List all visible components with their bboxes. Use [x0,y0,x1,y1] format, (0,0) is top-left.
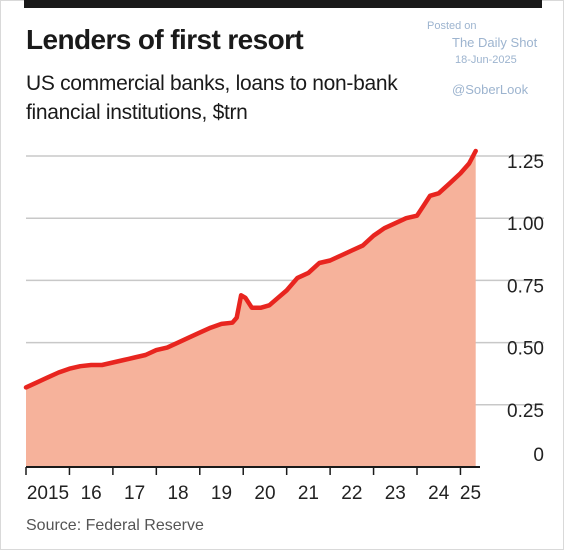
watermark-posted: Posted on [427,20,477,32]
x-tick-label: 23 [385,483,406,504]
x-tick-label: 22 [341,483,362,504]
x-tick-label: 19 [211,483,232,504]
x-tick-label: 16 [81,483,102,504]
y-tick-label: 0.25 [507,401,544,422]
x-tick-label: 18 [167,483,188,504]
watermark-site: The Daily Shot [452,35,538,50]
series-line [23,148,478,390]
y-tick-label: 0 [533,445,544,466]
x-tick-label: 24 [428,483,450,504]
top-rule [24,0,542,8]
source-note: Source: Federal Reserve [26,517,204,534]
x-tick-label: 2015 [27,483,69,504]
x-tick-label: 25 [460,483,481,504]
x-tick-label: 21 [298,483,319,504]
y-tick-label: 0.50 [507,339,544,360]
chart-subtitle: US commercial banks, loans to non-bank f… [26,72,398,124]
watermark-date: 18-Jun-2025 [455,54,517,66]
x-tick-label: 17 [124,483,145,504]
watermark-handle: @SoberLook [452,82,529,97]
y-tick-label: 1.25 [507,152,544,173]
y-tick-label: 1.00 [507,214,544,235]
y-tick-label: 0.75 [507,276,544,297]
x-tick-label: 20 [254,483,275,504]
chart-title: Lenders of first resort [26,24,304,55]
